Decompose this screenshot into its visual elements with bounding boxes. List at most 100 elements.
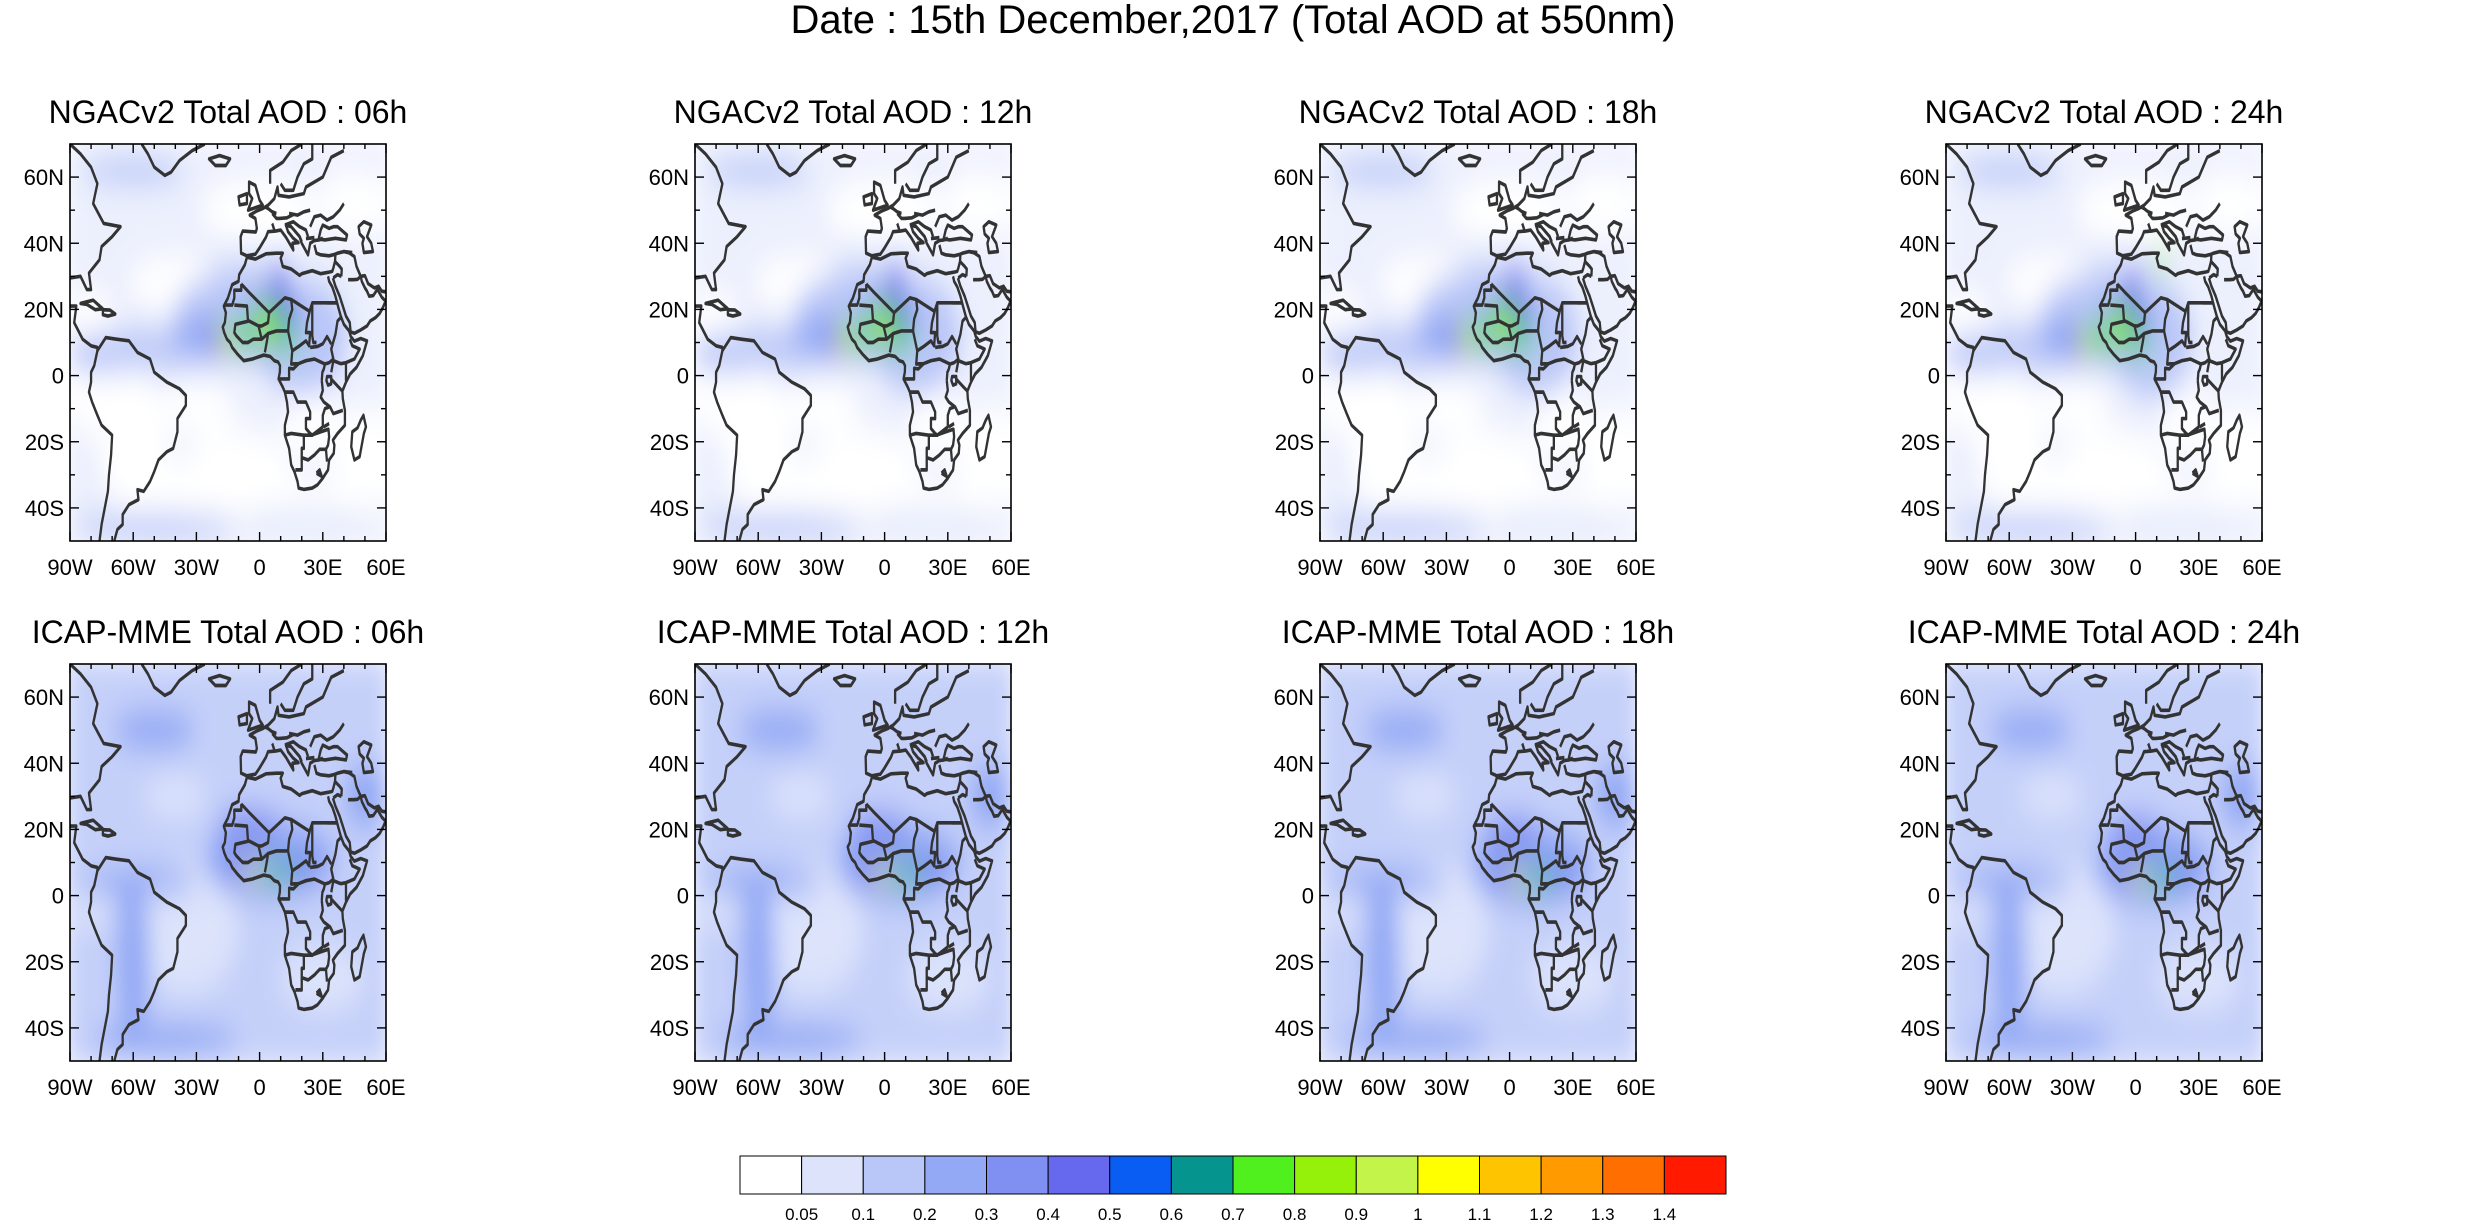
lon-tick-label: 30E [2179, 555, 2218, 580]
map-panel: ICAP-MME Total AOD : 18h 60N 40N 20N 0 20S 40S… [1274, 614, 1675, 1100]
lon-tick-label: 0 [253, 1075, 265, 1100]
lon-tick-label: 60E [991, 1075, 1030, 1100]
panel-title: ICAP-MME Total AOD : 06h [32, 614, 424, 650]
colorbar-swatch [1047, 1155, 1111, 1195]
lat-tick-label: 40N [1900, 751, 1940, 776]
lat-tick-label: 40N [649, 751, 689, 776]
lon-tick-label: 90W [672, 555, 717, 580]
lat-tick-label: 40N [649, 231, 689, 256]
lat-tick-label: 60N [1900, 685, 1940, 710]
colorbar: 0.05 0.1 0.2 0.3 0.4 0.5 0.6 0.7 0.8 0.9 1 1.1 1.2 1.… [739, 1155, 1727, 1222]
lon-tick-label: 90W [1923, 1075, 1968, 1100]
lon-tick-label: 30E [1553, 1075, 1592, 1100]
aod-field [695, 664, 1011, 1061]
lat-tick-label: 40N [1900, 231, 1940, 256]
lat-tick-label: 20N [24, 817, 64, 842]
figure-title: Date : 15th December,2017 (Total AOD at … [791, 0, 1676, 42]
lat-tick-label: 40S [25, 496, 64, 521]
colorbar-label: 1.4 [1653, 1205, 1677, 1222]
lat-tick-label: 60N [649, 165, 689, 190]
colorbar-swatch [1663, 1155, 1727, 1195]
map-panel: NGACv2 Total AOD : 12h 60N 40N 20N 0 20S 40S 90… [649, 94, 1033, 580]
lon-tick-label: 30E [2179, 1075, 2218, 1100]
lat-tick-label: 20N [649, 297, 689, 322]
lat-tick-label: 20S [1901, 430, 1940, 455]
colorbar-swatch [986, 1155, 1049, 1195]
lat-tick-label: 0 [52, 884, 64, 909]
colorbar-swatch [1355, 1155, 1419, 1195]
colorbar-swatch [1232, 1155, 1296, 1195]
lat-tick-label: 40S [1901, 1016, 1940, 1041]
lon-tick-label: 30E [303, 1075, 342, 1100]
lon-tick-label: 30W [174, 1075, 219, 1100]
lat-tick-label: 20N [649, 817, 689, 842]
colorbar-label: 1 [1413, 1205, 1422, 1222]
lat-tick-label: 20N [1900, 817, 1940, 842]
map-panel: NGACv2 Total AOD : 18h 60N 40N 20N 0 20S 40S 90… [1274, 94, 1658, 580]
colorbar-label: 0.7 [1221, 1205, 1245, 1222]
lat-tick-label: 0 [1302, 364, 1314, 389]
lon-tick-label: 60W [736, 555, 781, 580]
lat-tick-label: 40S [650, 496, 689, 521]
map-panel: NGACv2 Total AOD : 24h 60N 40N 20N 0 20S 40S 90… [1900, 94, 2284, 580]
lon-tick-label: 90W [1923, 555, 1968, 580]
colorbar-label: 0.1 [851, 1205, 875, 1222]
lon-tick-label: 0 [2129, 555, 2141, 580]
lon-tick-label: 30E [1553, 555, 1592, 580]
lon-tick-label: 60E [991, 555, 1030, 580]
colorbar-label: 0.3 [975, 1205, 999, 1222]
lat-tick-label: 40S [650, 1016, 689, 1041]
lat-tick-label: 0 [1928, 884, 1940, 909]
lat-tick-label: 0 [1928, 364, 1940, 389]
lon-tick-label: 0 [878, 555, 890, 580]
map-panel: NGACv2 Total AOD : 06h 60N 40N 20N 0 20S 40S 90… [24, 94, 408, 580]
lon-tick-label: 60W [111, 555, 156, 580]
lat-tick-label: 40S [1901, 496, 1940, 521]
colorbar-label: 0.5 [1098, 1205, 1122, 1222]
lon-tick-label: 30W [799, 1075, 844, 1100]
lat-tick-label: 40S [1275, 1016, 1314, 1041]
colorbar-swatch [862, 1155, 926, 1195]
aod-field [1320, 664, 1636, 1061]
lat-tick-label: 40S [25, 1016, 64, 1041]
colorbar-label: 0.2 [913, 1205, 937, 1222]
lon-tick-label: 30E [928, 555, 967, 580]
colorbar-swatch [1417, 1155, 1480, 1195]
lat-tick-label: 20S [650, 430, 689, 455]
lon-tick-label: 60W [1361, 555, 1406, 580]
lon-tick-label: 30W [1424, 555, 1469, 580]
lat-tick-label: 0 [1302, 884, 1314, 909]
colorbar-swatch [1109, 1155, 1172, 1195]
lon-tick-label: 60E [1616, 555, 1655, 580]
lat-tick-label: 20S [25, 950, 64, 975]
colorbar-swatch [924, 1155, 987, 1195]
lat-tick-label: 20S [650, 950, 689, 975]
lat-tick-label: 40N [1274, 231, 1314, 256]
lat-tick-label: 20N [24, 297, 64, 322]
lon-tick-label: 60E [366, 1075, 405, 1100]
colorbar-label: 0.4 [1036, 1205, 1060, 1222]
lat-tick-label: 20S [1901, 950, 1940, 975]
panel-title: NGACv2 Total AOD : 12h [674, 94, 1033, 130]
lon-tick-label: 90W [47, 555, 92, 580]
lat-tick-label: 20S [25, 430, 64, 455]
aod-field [1946, 664, 2262, 1061]
panel-title: NGACv2 Total AOD : 18h [1299, 94, 1658, 130]
panel-title: NGACv2 Total AOD : 06h [49, 94, 408, 130]
lat-tick-label: 60N [1274, 685, 1314, 710]
colorbar-swatch [1602, 1155, 1665, 1195]
colorbar-swatch [739, 1155, 803, 1195]
lon-tick-label: 60E [2242, 555, 2281, 580]
lat-tick-label: 20S [1275, 430, 1314, 455]
panel-title: ICAP-MME Total AOD : 24h [1908, 614, 2300, 650]
panel-title: ICAP-MME Total AOD : 18h [1282, 614, 1674, 650]
colorbar-swatch [801, 1155, 864, 1195]
colorbar-label: 1.2 [1529, 1205, 1553, 1222]
lon-tick-label: 30W [2050, 1075, 2095, 1100]
lon-tick-label: 0 [878, 1075, 890, 1100]
lat-tick-label: 40N [1274, 751, 1314, 776]
lon-tick-label: 30W [2050, 555, 2095, 580]
lon-tick-label: 60W [1987, 555, 2032, 580]
lon-tick-label: 60W [111, 1075, 156, 1100]
